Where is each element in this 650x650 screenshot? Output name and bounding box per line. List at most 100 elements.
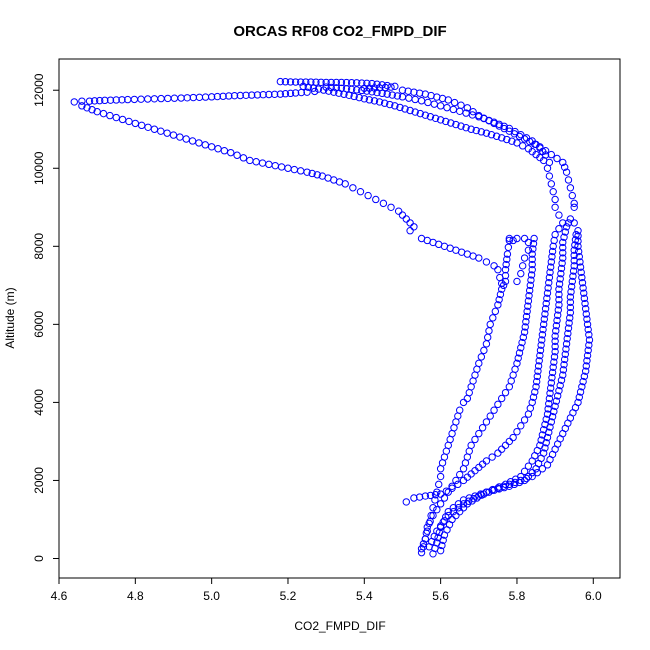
data-point bbox=[524, 462, 533, 470]
data-point bbox=[551, 203, 559, 211]
data-point bbox=[551, 342, 559, 351]
data-point bbox=[309, 84, 318, 92]
data-point bbox=[118, 115, 127, 124]
data-point bbox=[497, 285, 506, 293]
data-point bbox=[436, 546, 445, 555]
data-point bbox=[539, 449, 548, 457]
data-point bbox=[459, 504, 468, 512]
data-point bbox=[562, 345, 570, 353]
data-point bbox=[286, 78, 295, 86]
data-point bbox=[170, 94, 179, 102]
data-point bbox=[553, 392, 562, 400]
data-point bbox=[349, 184, 357, 192]
data-point bbox=[539, 325, 547, 334]
data-point bbox=[463, 104, 472, 112]
data-point bbox=[480, 346, 488, 355]
data-point bbox=[584, 346, 592, 355]
data-point bbox=[475, 429, 483, 438]
data-point bbox=[131, 119, 140, 128]
data-point bbox=[582, 310, 590, 318]
data-point bbox=[457, 122, 465, 130]
data-point bbox=[513, 277, 521, 286]
data-point bbox=[566, 184, 575, 192]
data-point bbox=[517, 422, 525, 430]
data-point bbox=[388, 91, 396, 99]
data-point bbox=[368, 88, 376, 96]
data-point bbox=[482, 258, 491, 266]
data-point bbox=[332, 78, 341, 87]
data-point bbox=[405, 94, 413, 102]
data-points bbox=[70, 77, 594, 558]
data-point bbox=[201, 93, 210, 101]
data-point bbox=[548, 368, 557, 377]
data-point bbox=[467, 441, 475, 450]
data-point bbox=[469, 107, 477, 116]
data-point bbox=[230, 91, 239, 100]
data-point bbox=[456, 107, 464, 115]
data-point bbox=[565, 319, 573, 327]
data-point bbox=[551, 195, 559, 204]
data-point bbox=[431, 496, 439, 504]
data-point bbox=[541, 420, 549, 429]
data-point bbox=[391, 102, 399, 110]
data-point bbox=[576, 388, 585, 396]
data-point bbox=[529, 393, 538, 401]
y-axis: 0 2000 4000 6000 8000 10000 12000 bbox=[32, 73, 60, 562]
data-point bbox=[459, 398, 468, 407]
data-point bbox=[164, 94, 172, 103]
data-point bbox=[545, 273, 554, 282]
data-point bbox=[258, 159, 267, 167]
data-point bbox=[225, 92, 233, 100]
data-point bbox=[538, 331, 547, 339]
data-point bbox=[286, 89, 295, 98]
data-point bbox=[520, 254, 529, 262]
data-point bbox=[284, 164, 292, 172]
data-point bbox=[545, 158, 554, 167]
data-point bbox=[574, 232, 582, 240]
data-point bbox=[482, 488, 491, 496]
data-point bbox=[482, 457, 491, 465]
data-point bbox=[406, 227, 414, 235]
y-tick-label: 6000 bbox=[32, 311, 46, 338]
data-point bbox=[513, 359, 521, 368]
data-point bbox=[327, 83, 335, 92]
data-point bbox=[528, 250, 536, 258]
data-point bbox=[513, 234, 521, 243]
data-point bbox=[78, 102, 86, 110]
data-point bbox=[358, 86, 366, 95]
data-point bbox=[436, 490, 445, 498]
data-point bbox=[513, 139, 521, 147]
data-point bbox=[144, 123, 152, 131]
data-point bbox=[580, 294, 589, 303]
data-point bbox=[337, 84, 346, 92]
data-point bbox=[467, 125, 475, 133]
data-point bbox=[523, 307, 531, 316]
data-point bbox=[567, 282, 576, 291]
data-point bbox=[543, 289, 552, 297]
data-point bbox=[83, 104, 91, 112]
data-point bbox=[477, 353, 486, 361]
data-point bbox=[490, 262, 498, 270]
data-point bbox=[462, 123, 470, 132]
data-point bbox=[528, 260, 536, 269]
data-point bbox=[88, 106, 96, 114]
data-point bbox=[501, 441, 510, 450]
data-point bbox=[322, 78, 330, 87]
data-point bbox=[585, 331, 593, 339]
data-point bbox=[356, 187, 365, 196]
data-point bbox=[569, 267, 578, 275]
data-point bbox=[546, 389, 554, 397]
data-point bbox=[365, 96, 374, 104]
data-point bbox=[549, 187, 557, 196]
data-point bbox=[520, 328, 529, 336]
data-point bbox=[322, 83, 330, 91]
data-point bbox=[444, 511, 452, 520]
data-point bbox=[522, 312, 531, 321]
data-point bbox=[207, 143, 216, 151]
data-point bbox=[574, 227, 582, 235]
data-point bbox=[547, 379, 556, 387]
data-point bbox=[248, 91, 256, 99]
data-point bbox=[553, 316, 561, 325]
data-point bbox=[563, 334, 571, 343]
data-point bbox=[259, 91, 267, 99]
